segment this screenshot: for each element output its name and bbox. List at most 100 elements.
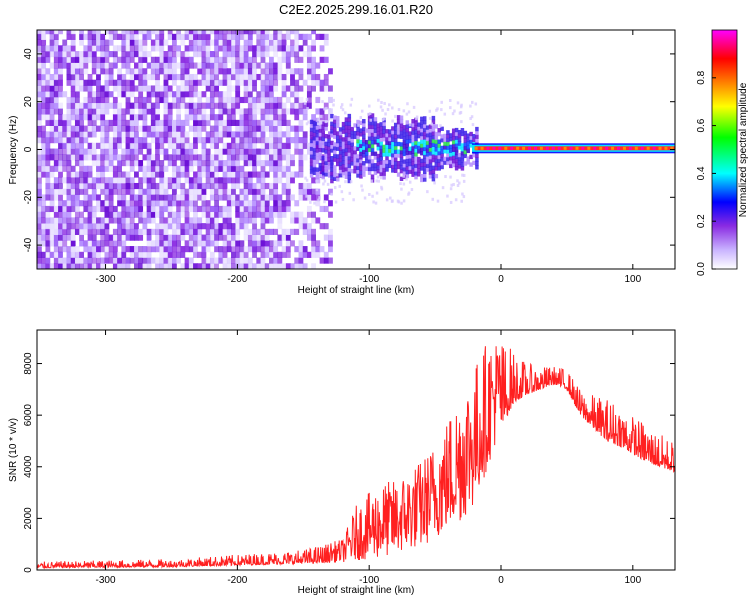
spectrogram-cell [356, 154, 360, 159]
spectrogram-cell [188, 205, 194, 213]
spectrogram-cell [37, 119, 42, 126]
spectrogram-cell [53, 246, 59, 253]
spectrogram-cell [87, 240, 93, 247]
spectrogram-cell [385, 167, 389, 172]
spectrogram-cell [231, 39, 236, 46]
spectrogram-cell [264, 154, 270, 161]
spectrogram-cell [100, 205, 106, 213]
x-tick-label: -300 [96, 575, 116, 586]
spectrogram-cell [138, 165, 144, 172]
spectrogram-cell [431, 119, 436, 125]
spectrogram-cell [243, 171, 249, 178]
spectrogram-cell [197, 114, 203, 121]
spectrogram-cell [45, 217, 51, 224]
spectrogram-cell [231, 228, 236, 235]
spectrogram-cell [91, 125, 97, 132]
spectrogram-cell [335, 135, 340, 140]
spectrogram-cell [290, 177, 295, 184]
spectrogram-cell [391, 168, 395, 173]
spectrogram-cell [269, 39, 274, 46]
spectrogram-cell [318, 143, 323, 149]
spectrogram-cell [340, 103, 344, 107]
spectrogram-cell [41, 45, 47, 52]
colorbar: 0.00.20.40.60.8 Normalized spectral ampl… [696, 29, 749, 276]
spectrogram-cell [188, 217, 194, 224]
spectrogram-cell [396, 164, 401, 170]
spectrogram-cell [422, 139, 427, 144]
spectrogram-cell [226, 177, 232, 184]
spectrogram-cell [138, 137, 144, 144]
spectrogram-cell [176, 223, 182, 230]
spectrogram-cell [264, 79, 270, 86]
spectrogram-cell [256, 137, 262, 144]
spectrogram-cell [335, 146, 340, 151]
spectrogram-cell [328, 211, 333, 218]
spectrogram-cell [45, 194, 51, 201]
spectrogram-cell [129, 160, 135, 167]
spectrogram-cell [146, 171, 152, 178]
spectrogram-cell [205, 223, 211, 230]
spectrogram-cell [338, 161, 343, 166]
spectrogram-cell [323, 137, 329, 144]
spectrogram-cell [155, 257, 160, 264]
spectrogram-cell [163, 119, 169, 126]
spectrogram-cell [142, 137, 148, 144]
spectrogram-cell [269, 73, 274, 81]
spectrogram-cell [239, 96, 245, 104]
spectrogram-cell [58, 85, 63, 92]
spectrogram-cell [209, 68, 215, 75]
spectrogram-cell [285, 205, 291, 213]
spectrogram-cell [391, 156, 395, 162]
spectrogram-cell [369, 118, 373, 122]
spectrogram-cell [264, 125, 270, 132]
carrier-cell [522, 146, 526, 150]
spectrogram-cell [167, 240, 173, 247]
spectrogram-cell [430, 122, 434, 126]
spectrogram-cell [193, 73, 198, 81]
spectrogram-cell [285, 33, 291, 40]
spectrogram-cell [112, 182, 118, 190]
spectrogram-cell [324, 172, 328, 177]
spectrogram-cell [188, 257, 194, 264]
spectrogram-cell [117, 45, 122, 52]
spectrogram-cell [37, 39, 42, 46]
spectrogram-cell [311, 68, 316, 75]
spectrogram-cell [180, 91, 186, 98]
spectrogram-cell [315, 217, 321, 224]
spectrogram-cell [470, 115, 474, 119]
spectrogram-cell [273, 177, 279, 184]
spectrogram-cell [91, 30, 97, 35]
spectrogram-cell [188, 188, 194, 195]
spectrogram-cell [273, 165, 279, 172]
spectrogram-cell [420, 162, 424, 167]
spectrogram-cell [264, 91, 270, 98]
spectrogram-cell [426, 190, 429, 194]
spectrogram-cell [269, 228, 274, 235]
spectrogram-cell [209, 79, 215, 86]
spectrogram-cell [306, 33, 312, 40]
spectrogram-cell [112, 251, 118, 258]
spectrogram-cell [214, 56, 219, 63]
spectrogram-cell [226, 131, 232, 138]
spectrogram-cell [411, 141, 415, 147]
spectrogram-cell [188, 148, 194, 155]
spectrogram-cell [125, 125, 131, 132]
spectrogram-cell [362, 145, 366, 151]
spectrogram-cell [290, 240, 295, 247]
spectrogram-cell [428, 124, 433, 129]
spectrogram-cell [294, 137, 300, 144]
spectrogram-cell [193, 114, 198, 121]
spectrogram-cell [399, 165, 404, 170]
carrier-cell [569, 146, 573, 150]
spectrogram-cell [104, 39, 110, 46]
spectrogram-cell [171, 62, 177, 69]
spectrogram-cell [53, 228, 59, 235]
spectrogram-cell [330, 121, 334, 126]
spectrogram-cell [449, 163, 453, 169]
spectrogram-cell [226, 125, 232, 132]
spectrogram-cell [41, 200, 47, 207]
spectrogram-cell [323, 234, 329, 241]
spectrogram-cell [318, 166, 323, 172]
spectrogram-cell [209, 96, 215, 104]
spectrogram-cell [252, 45, 257, 52]
